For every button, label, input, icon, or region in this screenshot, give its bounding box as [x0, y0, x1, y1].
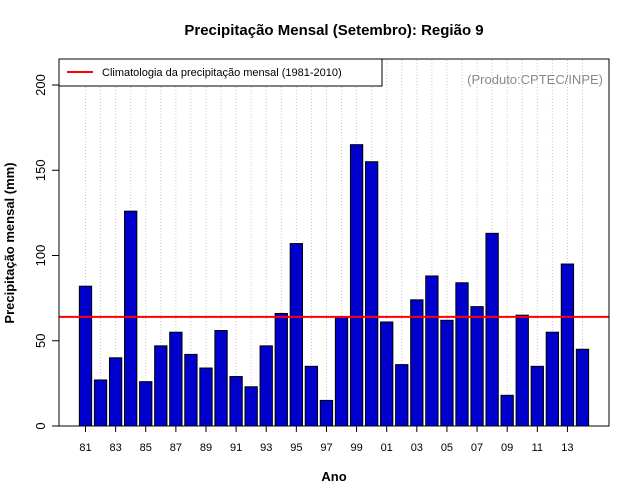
x-tick-label: 05 [441, 442, 453, 454]
bar-05 [440, 319, 454, 427]
bar-03 [410, 299, 424, 427]
x-tick-label: 85 [140, 442, 152, 454]
x-tick-label: 89 [200, 442, 212, 454]
bar-14 [575, 348, 590, 427]
y-axis: 0 50 100 150 200 [33, 74, 59, 430]
y-tick-label: 0 [33, 422, 48, 429]
y-tick-label: 100 [33, 245, 48, 267]
x-tick-label: 09 [501, 442, 513, 454]
x-tick-label: 91 [230, 442, 242, 454]
bar-10 [515, 314, 529, 427]
bar-92 [244, 386, 258, 427]
bar-99 [349, 144, 364, 427]
y-axis-label: Precipitação mensal (mm) [2, 162, 17, 323]
bar-89 [199, 367, 213, 427]
x-tick-label: 11 [532, 442, 543, 454]
bar-09 [500, 394, 514, 427]
bar-86 [154, 345, 168, 427]
bar-94 [274, 312, 288, 427]
chart-title: Precipitação Mensal (Setembro): Região 9 [184, 22, 483, 39]
bars [78, 144, 590, 427]
bar-91 [229, 376, 243, 427]
bar-06 [455, 282, 469, 427]
bar-02 [395, 364, 409, 427]
bar-84 [124, 210, 138, 427]
y-tick-label: 200 [33, 74, 48, 96]
y-tick-label: 150 [33, 159, 48, 181]
bar-00 [364, 161, 379, 427]
x-tick-label: 13 [561, 442, 573, 454]
x-tick-label: 03 [411, 442, 423, 454]
bar-04 [425, 275, 439, 427]
bar-82 [93, 379, 108, 427]
bar-81 [78, 285, 93, 427]
bar-12 [545, 331, 560, 427]
bar-13 [560, 263, 575, 427]
legend-label: Climatologia da precipitação mensal (198… [102, 67, 342, 79]
legend-box [58, 58, 383, 87]
y-tick-label: 50 [33, 334, 48, 348]
x-tick-label: 01 [381, 442, 393, 454]
bar-95 [289, 243, 303, 427]
bar-87 [169, 331, 183, 427]
bar-01 [380, 321, 394, 427]
x-axis-label: Ano [321, 469, 346, 484]
bar-11 [530, 365, 544, 427]
x-tick-label: 07 [471, 442, 483, 454]
legend: Climatologia da precipitação mensal (198… [58, 58, 383, 87]
grid [85, 60, 583, 425]
x-tick-label: 97 [320, 442, 332, 454]
bar-85 [139, 381, 153, 427]
bar-96 [304, 365, 319, 427]
x-tick-label: 81 [79, 442, 91, 454]
x-tick-label: 93 [260, 442, 272, 454]
bar-90 [214, 330, 228, 427]
x-tick-label: 87 [170, 442, 182, 454]
x-axis: 81 83 85 87 89 91 93 95 97 99 01 03 05 07 09 11 13 [79, 426, 574, 454]
x-tick-label: 83 [109, 442, 121, 454]
credit-text: (Produto:CPTEC/INPE) [467, 72, 603, 87]
bar-07 [470, 306, 484, 427]
bar-88 [184, 353, 198, 427]
bar-97 [319, 399, 334, 427]
x-tick-label: 95 [290, 442, 302, 454]
bar-83 [108, 357, 123, 427]
bar-98 [334, 316, 349, 427]
bar-08 [485, 232, 499, 427]
bar-93 [259, 345, 273, 427]
x-tick-label: 99 [350, 442, 362, 454]
